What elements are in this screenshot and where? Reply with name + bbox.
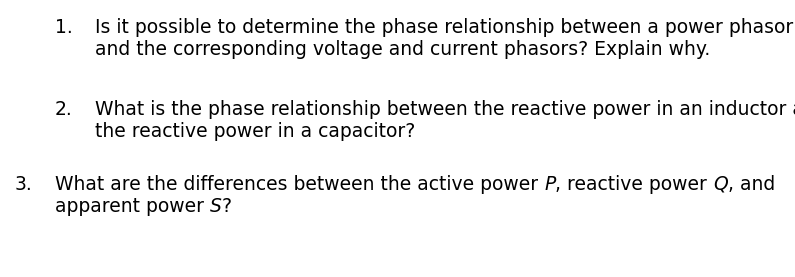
Text: Is it possible to determine the phase relationship between a power phasor: Is it possible to determine the phase re…: [95, 18, 793, 37]
Text: ?: ?: [222, 197, 232, 216]
Text: , reactive power: , reactive power: [556, 175, 713, 194]
Text: and the corresponding voltage and current phasors? Explain why.: and the corresponding voltage and curren…: [95, 40, 710, 59]
Text: What is the phase relationship between the reactive power in an inductor and: What is the phase relationship between t…: [95, 100, 795, 119]
Text: What are the differences between the active power: What are the differences between the act…: [55, 175, 544, 194]
Text: 1.: 1.: [55, 18, 73, 37]
Text: Q: Q: [713, 175, 728, 194]
Text: apparent power: apparent power: [55, 197, 210, 216]
Text: P: P: [544, 175, 556, 194]
Text: , and: , and: [728, 175, 775, 194]
Text: the reactive power in a capacitor?: the reactive power in a capacitor?: [95, 122, 415, 141]
Text: 2.: 2.: [55, 100, 73, 119]
Text: S: S: [210, 197, 222, 216]
Text: 3.: 3.: [15, 175, 33, 194]
